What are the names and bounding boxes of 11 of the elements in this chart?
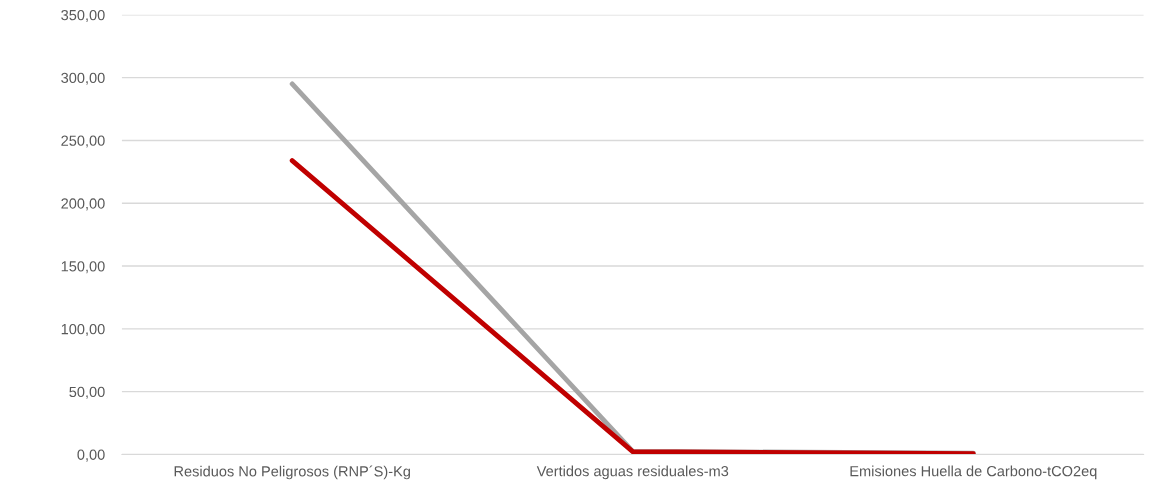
x-tick-label: Emisiones Huella de Carbono-tCO2eq [850,465,1097,480]
x-tick-label: Residuos No Peligrosos (RNP´S)-Kg [174,465,410,480]
y-tick-label: 50,00 [69,386,105,399]
y-tick-label: 150,00 [61,261,105,274]
y-tick-label: 200,00 [61,198,105,211]
x-tick-label: Vertidos aguas residuales-m3 [536,465,729,480]
y-tick-label: 100,00 [61,323,105,337]
y-tick-label: 0,00 [77,449,105,462]
y-tick-label: 300,00 [61,72,105,85]
y-tick-label: 250,00 [61,135,105,148]
y-tick-label: 350,00 [61,9,105,22]
